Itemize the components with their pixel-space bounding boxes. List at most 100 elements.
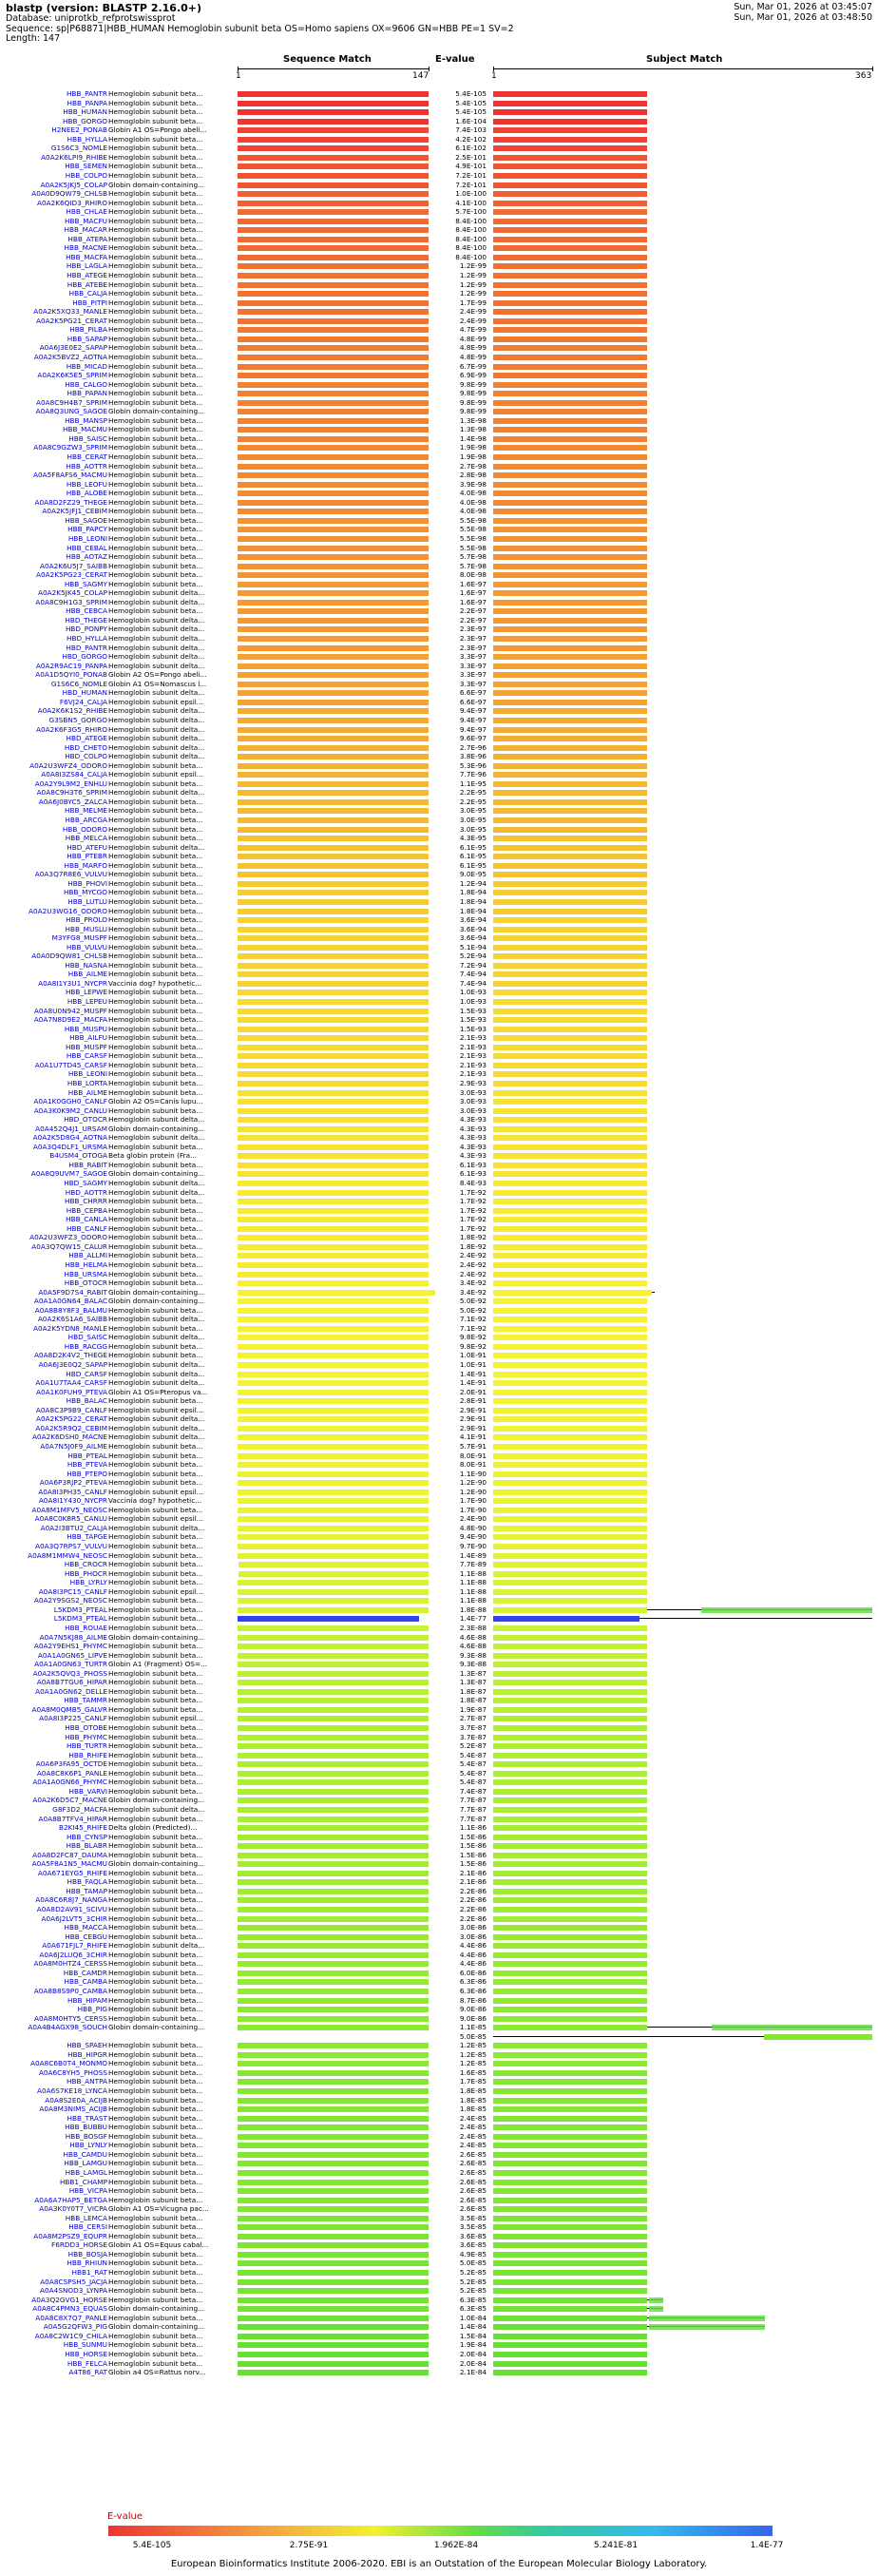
hit-accession-link[interactable]: A0A6A7HAP5_BETGA: [34, 2195, 107, 2204]
hit-accession-link[interactable]: HBB_MACNE: [64, 243, 107, 253]
hit-row[interactable]: HBB_ROUAE Hemoglobin subunit beta... 2.3E-…: [0, 1624, 878, 1632]
hit-accession-link[interactable]: HBB_VULVU: [66, 942, 107, 952]
sequence-match-bar[interactable]: [238, 1380, 429, 1387]
hit-row[interactable]: A0A8C9H1G3_SPRIM Hemoglobin subunit delta…: [0, 598, 878, 606]
hit-row[interactable]: A0A452Q4J1_URSAM Globin domain-containing…: [0, 1125, 878, 1133]
hit-accession-link[interactable]: A0A1D5QYI0_PONAB: [35, 670, 107, 680]
hit-row[interactable]: HBB_PIG Hemoglobin subunit beta... 9.0E-86: [0, 2006, 878, 2013]
subject-match-bar[interactable]: [493, 2206, 647, 2213]
subject-secondary-hsp-bar[interactable]: [648, 2306, 664, 2313]
hit-accession-link[interactable]: A0A2K6K5E5_SPRIM: [37, 371, 107, 380]
hit-row[interactable]: HBB_PITPI Hemoglobin subunit beta... 1.7E-…: [0, 298, 878, 307]
hit-accession-link[interactable]: A0A1A0GN62_DELLE: [35, 1686, 107, 1696]
hit-row[interactable]: A0A1K0GGH0_CANLF Globin A2 OS=Canis lupu.…: [0, 1098, 878, 1105]
sequence-match-bar[interactable]: [238, 291, 429, 298]
hit-accession-link[interactable]: HBB_TURTR: [66, 1741, 107, 1751]
hit-accession-link[interactable]: HBB_ATEGE: [67, 271, 107, 279]
subject-match-bar[interactable]: [493, 681, 647, 687]
subject-match-bar[interactable]: [493, 1770, 647, 1777]
hit-accession-link[interactable]: A0A2K6U5J7_SAIBB: [39, 561, 107, 570]
sequence-match-bar[interactable]: [238, 273, 429, 279]
subject-match-bar[interactable]: [493, 1325, 647, 1332]
hit-accession-link[interactable]: HBB_CAMDR: [63, 1968, 107, 1977]
subject-match-bar[interactable]: [493, 2169, 647, 2176]
sequence-match-bar[interactable]: [238, 1089, 429, 1096]
subject-match-bar[interactable]: [493, 545, 647, 551]
subject-match-bar[interactable]: [493, 1933, 647, 1940]
sequence-match-bar[interactable]: [238, 644, 429, 651]
subject-match-bar[interactable]: [493, 481, 647, 488]
hit-accession-link[interactable]: HBB_URSMA: [64, 1269, 107, 1278]
hit-accession-link[interactable]: A0A1U7TAA4_CARSF: [35, 1378, 107, 1388]
hit-accession-link[interactable]: A0A8Q3UNG_SAGOE: [35, 407, 107, 416]
sequence-match-bar[interactable]: [238, 971, 429, 978]
subject-match-bar[interactable]: [493, 1570, 647, 1577]
subject-match-bar[interactable]: [493, 517, 647, 524]
subject-match-bar[interactable]: [493, 1606, 647, 1613]
subject-match-bar[interactable]: [493, 391, 647, 397]
hit-accession-link[interactable]: A0A2U3WFZ3_ODORO: [29, 1233, 107, 1242]
hit-accession-link[interactable]: A0A4B4AGX98_SOUCH: [28, 2023, 107, 2032]
hit-accession-link[interactable]: HBB_BALAC: [66, 1396, 107, 1406]
subject-match-bar[interactable]: [493, 399, 647, 406]
hit-row[interactable]: A0A671EYG5_RHIFE Hemoglobin subunit beta.…: [0, 1869, 878, 1877]
subject-match-bar[interactable]: [493, 227, 647, 234]
hit-row[interactable]: A0A3K0Y0T7_VICPA Globin A1 OS=Vicugna pac…: [0, 2205, 878, 2213]
sequence-match-bar[interactable]: [238, 499, 429, 506]
sequence-match-bar[interactable]: [238, 191, 429, 198]
hit-accession-link[interactable]: HBB_CERSI: [68, 2222, 107, 2232]
hit-accession-link[interactable]: HBD_SAISC: [67, 1333, 107, 1342]
sequence-match-bar[interactable]: [238, 744, 429, 751]
hit-accession-link[interactable]: HBB_RABIT: [68, 1160, 107, 1169]
subject-match-bar[interactable]: [493, 1044, 647, 1050]
sequence-match-bar[interactable]: [238, 409, 429, 415]
sequence-match-bar[interactable]: [238, 2115, 429, 2122]
hit-row[interactable]: A0A5G2QFW3_PIG Globin domain-containing..…: [0, 2323, 878, 2331]
sequence-match-bar[interactable]: [238, 354, 429, 360]
hit-accession-link[interactable]: A0A2K5D8G4_AOTNA: [32, 1133, 107, 1143]
hit-row[interactable]: A0A1U7TAA4_CARSF Hemoglobin subunit delta…: [0, 1379, 878, 1387]
sequence-match-bar[interactable]: [238, 2143, 429, 2149]
subject-match-bar[interactable]: [493, 1634, 647, 1641]
hit-accession-link[interactable]: A0A8B8Y8F3_BALMU: [34, 1305, 107, 1315]
sequence-match-bar[interactable]: [238, 762, 429, 769]
hit-row[interactable]: A0A1U7TD45_CARSF Hemoglobin subunit beta.…: [0, 1061, 878, 1069]
hit-accession-link[interactable]: A0A8C4PMN3_EQUAS: [32, 2304, 107, 2314]
hit-accession-link[interactable]: A0A3Q4DLF1_URSMA: [32, 1142, 107, 1151]
subject-match-bar[interactable]: [493, 2188, 647, 2195]
sequence-match-bar[interactable]: [238, 1634, 429, 1641]
subject-match-bar[interactable]: [493, 1706, 647, 1713]
hit-accession-link[interactable]: A0A8M0QMB5_GALVR: [31, 1704, 107, 1714]
hit-accession-link[interactable]: A0A8B7TGU6_HIPAR: [36, 1678, 107, 1687]
subject-secondary-hsp-bar[interactable]: [648, 2297, 664, 2303]
sequence-match-bar[interactable]: [238, 2051, 429, 2058]
subject-match-bar[interactable]: [493, 2143, 647, 2149]
hit-accession-link[interactable]: HBB_TRAST: [67, 2113, 107, 2123]
sequence-match-bar[interactable]: [238, 1861, 429, 1868]
sequence-match-bar[interactable]: [238, 1181, 429, 1186]
hit-row[interactable]: A0A2K6K5E5_SPRIM Hemoglobin subunit beta.…: [0, 372, 878, 379]
subject-match-bar[interactable]: [493, 2051, 647, 2058]
hit-row[interactable]: HBB_GORGO Hemoglobin subunit beta... 1.6E-…: [0, 116, 878, 125]
hit-accession-link[interactable]: A0A8D2FC87_DAUMA: [32, 1850, 107, 1859]
subject-match-bar[interactable]: [493, 535, 647, 542]
hit-row[interactable]: HBB_SEMEN Hemoglobin subunit beta... 4.9E-…: [0, 163, 878, 170]
hit-accession-link[interactable]: HBB_CERAT: [67, 452, 107, 461]
hit-row[interactable]: G8F3D2_MACFA Hemoglobin subunit delta... 7…: [0, 1805, 878, 1814]
sequence-match-bar[interactable]: [238, 1516, 429, 1523]
hit-row[interactable]: A0A5F9D7S4_RABIT Globin domain-containing…: [0, 1288, 878, 1297]
subject-match-bar[interactable]: [493, 209, 647, 216]
hit-accession-link[interactable]: HBB_GORGO: [62, 116, 107, 125]
hit-row[interactable]: HBB_CHLAE Hemoglobin subunit beta... 5.7E-…: [0, 208, 878, 216]
hit-row[interactable]: A0A3Q2GVG1_HORSE Hemoglobin subunit beta.…: [0, 2296, 878, 2304]
sequence-match-bar[interactable]: [238, 1680, 429, 1686]
hit-accession-link[interactable]: A0A8U0N942_MUSPF: [33, 1006, 107, 1015]
hit-row[interactable]: A0A8D2FZ29_THEGE Hemoglobin subunit beta.…: [0, 498, 878, 507]
sequence-match-bar[interactable]: [238, 1624, 429, 1631]
hit-accession-link[interactable]: A0A8C3P9B9_CANLF: [35, 1405, 107, 1414]
sequence-match-bar[interactable]: [238, 1353, 429, 1359]
hit-accession-link[interactable]: HBB_BLABR: [66, 1841, 107, 1851]
subject-match-bar[interactable]: [493, 1797, 647, 1804]
subject-match-bar[interactable]: [493, 409, 647, 415]
hit-row[interactable]: A0A2K5JKJ5_COLAP Globin domain-containing…: [0, 181, 878, 189]
